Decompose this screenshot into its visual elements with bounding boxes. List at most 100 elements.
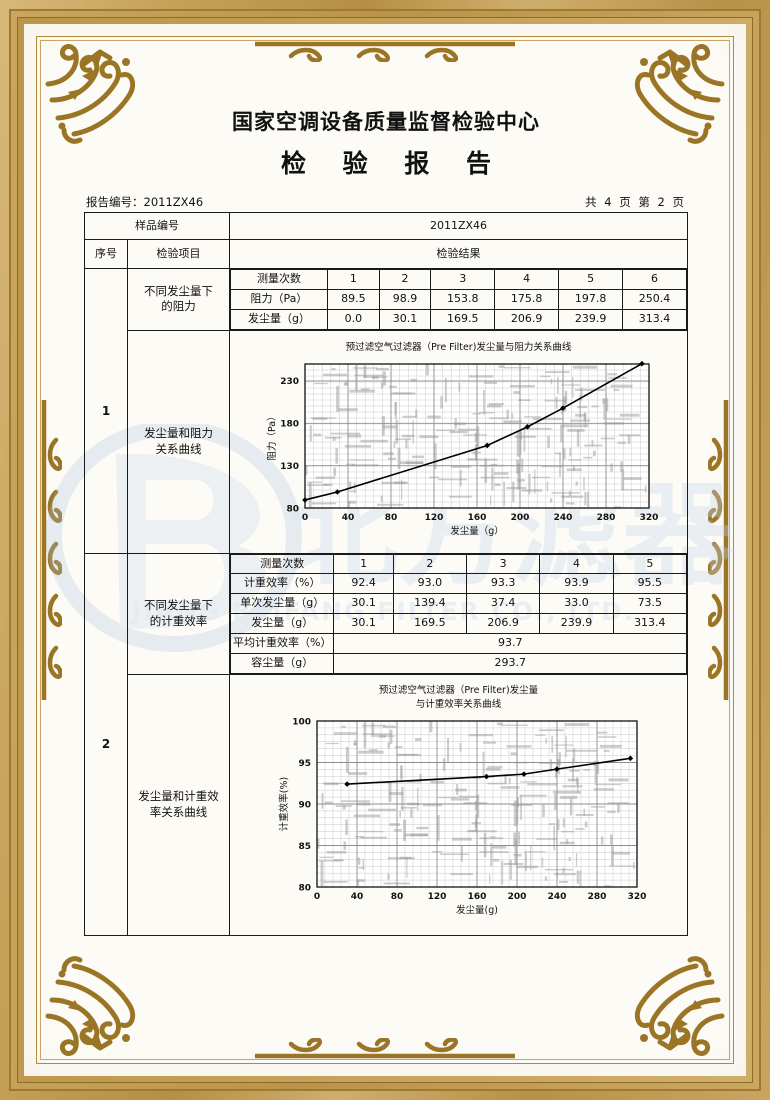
svg-text:240: 240 <box>547 892 566 902</box>
s1-resistance-2: 153.8 <box>430 288 496 310</box>
table-row-s2-data: 2 不同发尘量下 的计重效率 测量次数 1 2 3 4 5 <box>84 552 688 936</box>
certificate-paper: 北方滤器 JIANG BEIFANG FILTER CO., LTD. 国家空调… <box>24 24 746 1076</box>
column-header-item: 检验项目 <box>127 239 230 269</box>
s2-row-header-4: 平均计重效率（%） <box>229 632 335 654</box>
s1-count-0: 1 <box>327 269 380 290</box>
page-indicator: 共 4 页 第 2 页 <box>585 195 686 209</box>
table-row-s2-holding: 容尘量（g） 293.7 <box>229 652 687 674</box>
table-row-s2-efficiency: 计重效率（%） 92.4 93.0 93.3 93.9 95.5 <box>229 573 688 595</box>
chart-efficiency-title-line2: 与计重效率关系曲线 <box>415 698 502 710</box>
s1-row-header-0: 测量次数 <box>230 269 328 290</box>
section1-item-resistance-line2: 的阻力 <box>161 299 196 314</box>
chart-efficiency-title: 预过滤空气过滤器（Pre Filter)发尘量 与计重效率关系曲线 <box>232 684 685 712</box>
s2-row-header-1: 计重效率（%） <box>229 573 335 595</box>
chart-efficiency-cell: 预过滤空气过滤器（Pre Filter)发尘量 与计重效率关系曲线 0 40 80 1… <box>229 673 688 936</box>
svg-text:280: 280 <box>587 892 606 902</box>
s1-resistance-3: 175.8 <box>494 288 560 310</box>
s1-resistance-0: 89.5 <box>327 288 380 310</box>
section2-measure-table: 测量次数 1 2 3 4 5 计重效率（%） 92.4 93.0 93.3 <box>229 553 688 674</box>
report-meta-row: 报告编号：2011ZX46 共 4 页 第 2 页 <box>86 194 686 210</box>
svg-text:320: 320 <box>627 892 646 902</box>
svg-text:80: 80 <box>298 884 311 894</box>
table-row-sample: 样品编号 2011ZX46 <box>84 212 688 240</box>
column-header-result: 检验结果 <box>229 239 688 269</box>
svg-text:200: 200 <box>507 892 526 902</box>
svg-text:100: 100 <box>292 718 311 728</box>
section2-item-curve: 发尘量和计重效 率关系曲线 <box>127 673 230 936</box>
sample-no-value: 2011ZX46 <box>229 212 688 240</box>
s1-dust-3: 206.9 <box>494 308 560 330</box>
s2-row-header-5: 容尘量（g） <box>229 652 335 674</box>
section2-result-table-cell: 测量次数 1 2 3 4 5 计重效率（%） 92.4 93.0 93.3 <box>229 552 688 675</box>
section1-item-resistance: 不同发尘量下 的阻力 <box>127 268 230 331</box>
table-row-s1-count: 测量次数 1 2 3 4 5 6 <box>230 269 687 290</box>
organization-title: 国家空调设备质量监督检验中心 <box>232 110 540 134</box>
s1-row-header-1: 阻力（Pa） <box>230 288 328 310</box>
section2-item-efficiency-line1: 不同发尘量下 <box>144 598 213 613</box>
s2-single-dust-1: 139.4 <box>392 593 468 615</box>
chart-resistance-wrap: 0 40 80 120 160 200 240 280 320 80 130 180 230 发尘量（g）… <box>232 356 685 542</box>
s1-count-1: 2 <box>378 269 432 290</box>
svg-text:阻力（Pa）: 阻力（Pa） <box>266 412 278 461</box>
svg-text:230: 230 <box>280 378 299 388</box>
svg-text:0: 0 <box>301 513 307 523</box>
section1-measure-table: 测量次数 1 2 3 4 5 6 阻力（Pa） 89.5 98.9 <box>230 269 687 330</box>
s2-count-3: 4 <box>539 553 614 575</box>
chart-resistance: 0 40 80 120 160 200 240 280 320 80 130 180 230 发尘量（g）… <box>266 361 658 537</box>
section2-item-curve-line1: 发尘量和计重效 <box>138 789 219 804</box>
svg-text:计重效率(%): 计重效率(%) <box>278 777 290 831</box>
table-row-s1-resistance: 阻力（Pa） 89.5 98.9 153.8 175.8 197.8 250.4 <box>230 288 687 310</box>
report-number: 报告编号：2011ZX46 <box>86 195 204 209</box>
svg-text:发尘量（g）: 发尘量（g） <box>450 525 504 537</box>
table-row-s2-dust: 发尘量（g） 30.1 169.5 206.9 239.9 313.4 <box>229 613 688 634</box>
table-row-s2-single-dust: 单次发尘量（g） 30.1 139.4 37.4 33.0 73.5 <box>229 593 688 615</box>
s2-efficiency-0: 92.4 <box>333 573 394 595</box>
svg-text:85: 85 <box>298 842 311 852</box>
section1-result-table-cell: 测量次数 1 2 3 4 5 6 阻力（Pa） 89.5 98.9 <box>229 268 688 331</box>
section2-item-efficiency: 不同发尘量下 的计重效率 <box>127 552 230 675</box>
svg-text:80: 80 <box>286 505 299 515</box>
s2-count-2: 3 <box>466 553 541 575</box>
sample-no-label: 样品编号 <box>84 212 230 240</box>
section2-item-curve-line2: 率关系曲线 <box>149 804 208 819</box>
s2-count-0: 1 <box>333 553 394 575</box>
s2-row-header-2: 单次发尘量（g） <box>229 593 335 615</box>
column-header-seq: 序号 <box>84 239 128 269</box>
s2-single-dust-2: 37.4 <box>466 593 541 615</box>
s1-dust-2: 169.5 <box>430 308 496 330</box>
svg-text:90: 90 <box>298 801 311 811</box>
s1-dust-1: 30.1 <box>378 308 432 330</box>
s1-count-2: 3 <box>430 269 496 290</box>
svg-text:200: 200 <box>510 513 529 523</box>
svg-text:240: 240 <box>553 513 572 523</box>
report-content: 国家空调设备质量监督检验中心 检 验 报 告 报告编号：2011ZX46 共 4… <box>84 84 688 936</box>
chart-resistance-title: 预过滤空气过滤器（Pre Filter)发尘量与阻力关系曲线 <box>345 341 572 353</box>
corner-flourish-bottom-left-icon <box>38 950 150 1062</box>
svg-text:160: 160 <box>467 513 486 523</box>
s2-dust-0: 30.1 <box>333 613 394 634</box>
svg-text:280: 280 <box>596 513 615 523</box>
s1-resistance-4: 197.8 <box>558 288 624 310</box>
s2-dust-2: 206.9 <box>466 613 541 634</box>
s1-row-header-2: 发尘量（g） <box>230 308 328 330</box>
table-row-s1-chart: 发尘量和阻力 关系曲线 预过滤空气过滤器（Pre Filter)发尘量与阻力关系… <box>85 329 688 554</box>
s2-row-header-0: 测量次数 <box>229 553 335 575</box>
side-flourish-left-icon <box>40 400 62 700</box>
table-row-s2-count: 测量次数 1 2 3 4 5 <box>229 553 688 575</box>
s1-count-4: 5 <box>558 269 624 290</box>
section1-seq: 1 <box>84 268 128 554</box>
s1-count-3: 4 <box>494 269 560 290</box>
s1-dust-4: 239.9 <box>558 308 624 330</box>
s2-dust-1: 169.5 <box>392 613 468 634</box>
chart-efficiency: 0 40 80 120 160 200 240 280 320 80 85 90 95 100 发尘量(g)… <box>278 718 646 917</box>
s1-dust-0: 0.0 <box>327 308 380 330</box>
s2-efficiency-4: 95.5 <box>612 573 688 595</box>
svg-text:130: 130 <box>280 462 299 472</box>
table-row-s1-dust: 发尘量（g） 0.0 30.1 169.5 206.9 239.9 313.4 <box>230 308 687 330</box>
svg-text:120: 120 <box>427 892 446 902</box>
svg-text:95: 95 <box>298 759 311 769</box>
table-row-s2-avg: 平均计重效率（%） 93.7 <box>229 632 687 654</box>
s2-count-1: 2 <box>392 553 468 575</box>
side-flourish-right-icon <box>708 400 730 700</box>
s1-count-5: 6 <box>622 269 687 290</box>
